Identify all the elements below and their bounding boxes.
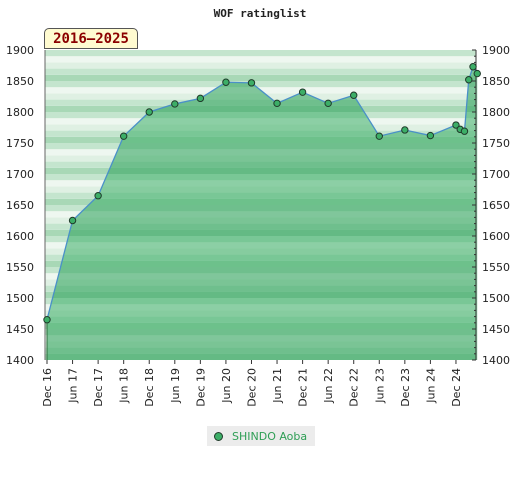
y-tick-label-left: 1550 [6, 261, 34, 274]
y-tick-label-left: 1750 [6, 137, 34, 150]
y-tick-label-right: 1700 [482, 168, 510, 181]
data-point [426, 131, 435, 140]
data-point [43, 316, 51, 324]
background-band [45, 74, 476, 81]
x-tick-label: Dec 22 [348, 368, 361, 407]
x-tick-label: Jun 19 [169, 368, 182, 404]
y-tick-label-right: 1650 [482, 199, 510, 212]
data-point [460, 127, 469, 135]
y-tick-label-left: 1450 [6, 323, 34, 336]
y-tick-label-left: 1400 [6, 354, 34, 367]
data-point [465, 76, 473, 84]
y-tick-label-right: 1900 [482, 44, 510, 57]
data-point [222, 78, 230, 86]
legend-marker-icon [214, 431, 223, 441]
data-point [401, 126, 409, 134]
y-tick-label-right: 1750 [482, 137, 510, 150]
y-tick-label-left: 1900 [6, 44, 34, 57]
x-tick-label: Dec 16 [41, 368, 54, 407]
x-tick-label: Dec 18 [143, 368, 156, 407]
y-tick-label-left: 1850 [6, 75, 34, 88]
data-point [145, 108, 153, 116]
x-tick-label: Jun 20 [220, 368, 233, 404]
data-point [247, 79, 256, 87]
y-tick-label-left: 1600 [6, 230, 34, 243]
y-tick-label-right: 1400 [482, 354, 510, 367]
y-tick-label-right: 1800 [482, 106, 510, 119]
area-stripe [47, 267, 476, 298]
x-tick-label: Dec 23 [399, 368, 412, 407]
y-tick-label-right: 1450 [482, 323, 510, 336]
legend-entry-label: SHINDO Aoba [232, 429, 308, 443]
y-tick-label-right: 1550 [482, 261, 510, 274]
chart-title: WOF ratinglist [214, 7, 307, 20]
data-point [324, 99, 332, 108]
x-tick-label: Dec 24 [450, 368, 463, 407]
y-tick-label-left: 1500 [6, 292, 34, 305]
data-point [469, 63, 477, 71]
y-tick-label-right: 1850 [482, 75, 510, 88]
date-range-badge: 2016–2025 [44, 28, 138, 49]
series-points [43, 63, 481, 324]
x-tick-label: Jun 24 [424, 368, 437, 404]
data-point [119, 132, 128, 140]
legend: SHINDO Aoba [207, 426, 315, 446]
y-axis-left: 1400 1450 1500 1550 1600 1650 1700 1750 1800 1850… [6, 44, 46, 367]
x-axis: Dec 16 Jun 17 Dec 17 Jun 18 Dec 18 Jun 19 Dec … [41, 360, 463, 407]
data-point [94, 192, 102, 200]
x-tick-label: Jun 21 [271, 368, 284, 404]
x-tick-label: Dec 21 [297, 368, 310, 407]
background-band [45, 50, 476, 57]
y-tick-label-left: 1800 [6, 106, 34, 119]
x-tick-label: Dec 20 [245, 368, 258, 407]
x-tick-label: Dec 17 [92, 368, 105, 407]
data-point [273, 99, 281, 108]
data-point [473, 69, 481, 78]
background-band [45, 56, 476, 63]
background-band [45, 81, 476, 88]
area-stripe [47, 205, 476, 236]
y-tick-label-right: 1500 [482, 292, 510, 305]
y-tick-label-right: 1600 [482, 230, 510, 243]
data-point [171, 100, 179, 108]
background-band [45, 62, 476, 69]
data-point [375, 132, 383, 140]
data-point [452, 121, 460, 129]
x-tick-label: Jun 23 [373, 368, 386, 404]
data-point [350, 91, 358, 99]
background-band [45, 68, 476, 75]
x-tick-label: Jun 17 [67, 368, 80, 404]
series-area-fill [47, 66, 478, 361]
data-point [298, 88, 307, 96]
x-tick-label: Dec 19 [194, 368, 207, 407]
area-stripe [47, 329, 476, 360]
y-tick-label-left: 1650 [6, 199, 34, 212]
x-tick-label: Jun 18 [118, 368, 131, 404]
data-point [68, 216, 77, 225]
data-point [196, 94, 205, 103]
y-axis-right: 1400 1450 1500 1550 1600 1650 1700 1750 1800 1850… [472, 44, 510, 367]
y-tick-label-left: 1700 [6, 168, 34, 181]
x-tick-label: Jun 22 [322, 368, 335, 404]
